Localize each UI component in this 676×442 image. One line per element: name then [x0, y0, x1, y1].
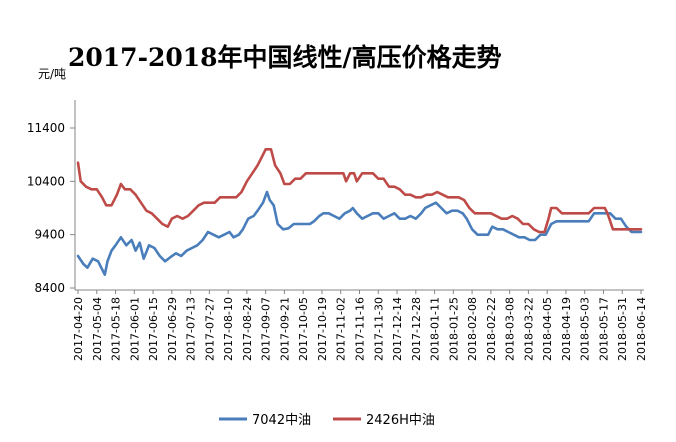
y-tick-label-2: 10400: [27, 174, 65, 188]
series-layer: [76, 148, 643, 277]
x-tick-label-21: 2018-02-08: [466, 297, 479, 361]
x-tick-label-11: 2017-09-21: [278, 297, 291, 361]
x-tick-label-22: 2018-02-22: [485, 297, 498, 361]
x-tick-label-15: 2017-11-16: [354, 297, 367, 361]
x-tick-label-13: 2017-10-19: [316, 297, 329, 361]
chart-title: 2017-2018年中国线性/高压价格走势: [68, 43, 502, 72]
legend: 7042中油 2426H中油: [219, 413, 435, 428]
x-tick-label-28: 2018-05-17: [597, 297, 610, 361]
x-tick-label-20: 2018-01-25: [447, 297, 460, 361]
legend-label-1: 2426H中油: [366, 413, 435, 428]
series-line-0: [76, 190, 643, 277]
axes: [74, 100, 644, 291]
y-tick-label-1: 9400: [34, 228, 65, 242]
y-tick-label-0: 8400: [34, 281, 65, 295]
x-tick-label-18: 2017-12-28: [410, 297, 423, 361]
x-tick-label-24: 2018-03-22: [522, 297, 535, 361]
x-tick-label-3: 2017-06-01: [128, 297, 141, 361]
x-tick-label-6: 2017-07-13: [185, 297, 198, 361]
x-tick-label-14: 2017-11-02: [335, 297, 348, 361]
x-tick-label-5: 2017-06-29: [166, 297, 179, 361]
series-line-1: [76, 148, 643, 234]
y-tick-label-3: 11400: [27, 121, 65, 135]
y-axis-unit-label: 元/吨: [38, 67, 66, 81]
x-tick-label-0: 2017-04-20: [72, 297, 85, 361]
legend-label-0: 7042中油: [252, 413, 311, 428]
x-tick-label-27: 2018-05-03: [579, 297, 592, 361]
x-tick-label-23: 2018-03-08: [504, 297, 517, 361]
x-tick-label-7: 2017-07-27: [203, 297, 216, 361]
x-tick-label-25: 2018-04-05: [541, 297, 554, 361]
x-tick-label-19: 2018-01-11: [429, 297, 442, 361]
x-tick-label-2: 2017-05-18: [110, 297, 123, 361]
x-tick-label-17: 2017-12-14: [391, 297, 404, 361]
x-tick-label-1: 2017-05-04: [91, 297, 104, 361]
x-ticks: 2017-04-20 2017-05-04 2017-05-18 2017-06-01…: [72, 290, 648, 361]
x-tick-label-9: 2017-08-24: [241, 297, 254, 361]
x-tick-label-4: 2017-06-15: [147, 297, 160, 361]
x-tick-label-16: 2017-11-30: [372, 297, 385, 361]
x-tick-label-12: 2017-10-05: [297, 297, 310, 361]
x-tick-label-26: 2018-04-19: [560, 297, 573, 361]
y-ticks: 8400 9400 10400 11400: [27, 121, 75, 295]
x-tick-label-30: 2018-06-14: [635, 297, 648, 361]
x-tick-label-8: 2017-08-10: [222, 297, 235, 361]
x-tick-label-10: 2017-09-07: [260, 297, 273, 361]
x-tick-label-29: 2018-05-31: [616, 297, 629, 361]
